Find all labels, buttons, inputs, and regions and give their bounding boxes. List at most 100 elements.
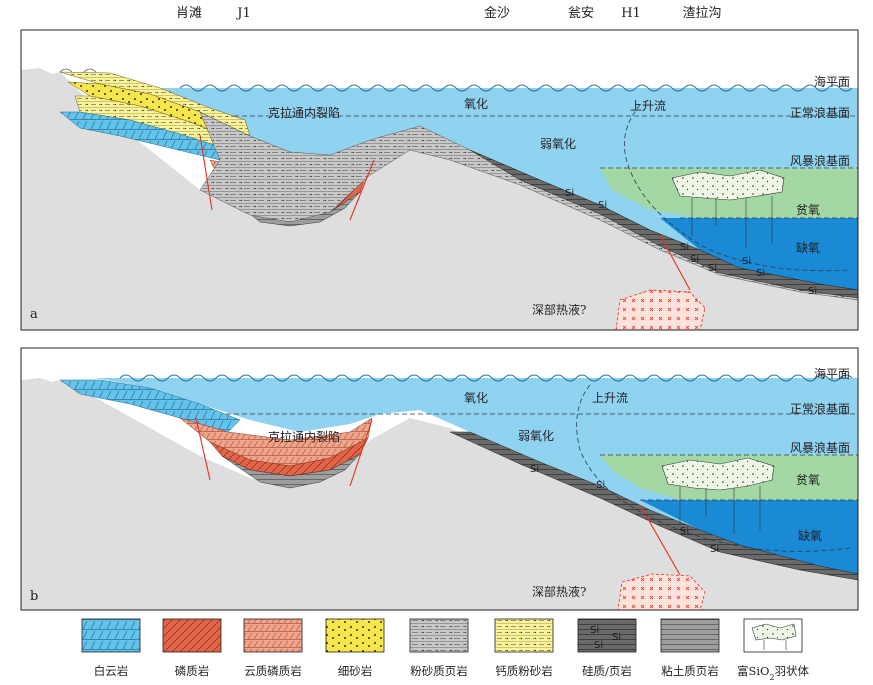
plume-strands (691, 196, 773, 248)
legend-label: 磷质岩 (175, 664, 210, 678)
location-label-jinsha: 金沙 (484, 5, 510, 21)
sea-level-label: 海平面 (814, 366, 850, 381)
normal-wave-base-label: 正常浪基面 (790, 401, 850, 416)
si-mark: Si (808, 286, 817, 297)
si-mark: Si (680, 526, 689, 537)
fault-left (199, 134, 213, 211)
legend-label-part: 富SiO (737, 664, 769, 678)
legend-label: 硅质/页岩 (582, 664, 632, 678)
legend-swatch-phosphorite (162, 618, 222, 653)
fault-slope (639, 504, 681, 576)
hydrothermal-source (617, 573, 706, 610)
layer-siliceous-shale (449, 431, 858, 581)
panel-b-frame (20, 347, 859, 611)
basement (21, 378, 858, 610)
location-label-h1: H1 (621, 6, 641, 21)
legend-swatch-dolo-phosphorite (243, 618, 303, 653)
sio2-plume (671, 169, 785, 201)
storm-wave-base-label: 风暴浪基面 (790, 440, 850, 455)
legend-swatch-clay-shale (660, 618, 720, 653)
si-mark: Si (680, 242, 689, 253)
legend-plume-strands (763, 640, 787, 650)
anoxic-zone (660, 218, 858, 298)
legend-si-mark: Si (590, 625, 599, 636)
fault-right (349, 159, 375, 221)
layer-siliceous-shale (469, 149, 858, 299)
legend-swatch-sandstone (325, 618, 385, 653)
legend-label-subscript: 2 (769, 673, 774, 682)
legend-label: 云质磷质岩 (244, 664, 302, 678)
oxic-label: 氧化 (464, 391, 488, 405)
legend-item: 白云岩 (81, 618, 141, 678)
legend: 白云岩 磷质岩 云质磷质岩 细砂岩 粉砂质页岩 钙质粉砂岩 Si Si Si 硅… (81, 618, 810, 682)
panel-letter-b: b (30, 589, 38, 604)
legend-item: Si Si Si 硅质/页岩 (577, 618, 637, 678)
si-mark: Si (708, 263, 717, 274)
legend-item: 云质磷质岩 (243, 618, 303, 678)
hydrothermal-source (615, 289, 706, 330)
fault-slope (659, 234, 691, 291)
fault-right (349, 419, 373, 487)
si-mark: Si (598, 200, 607, 211)
legend-swatch-calc-siltstone (494, 618, 554, 653)
legend-si-mark: Si (594, 640, 603, 651)
storm-wave-base-label: 风暴浪基面 (790, 153, 850, 168)
layer-dolomite (59, 379, 241, 433)
legend-label: 钙质粉砂岩 (495, 664, 553, 678)
sea-level-line (119, 374, 853, 382)
legend-item: 细砂岩 (325, 618, 385, 678)
legend-item: 钙质粉砂岩 (494, 618, 554, 678)
legend-swatch-dolomite (81, 618, 141, 653)
si-mark: Si (710, 544, 719, 555)
si-mark: Si (690, 254, 699, 265)
legend-item: 磷质岩 (162, 618, 222, 678)
si-mark: Si (596, 480, 605, 491)
si-mark: Si (530, 464, 539, 475)
upwelling-arrow (576, 384, 851, 552)
normal-wave-base-label: 正常浪基面 (790, 105, 850, 120)
anoxic-label: 缺氧 (798, 528, 822, 543)
legend-label: 粘土质页岩 (661, 664, 719, 678)
location-label-xiaotan: 肖滩 (176, 6, 202, 21)
legend-label: 富SiO2羽状体 (737, 664, 810, 682)
rift-label: 克拉通内裂陷 (268, 429, 340, 444)
rift-label: 克拉通内裂陷 (268, 105, 340, 120)
legend-label: 粉砂质页岩 (410, 664, 468, 678)
legend-label: 白云岩 (94, 664, 129, 678)
si-mark: Si (565, 188, 574, 199)
panel-a-frame (20, 29, 859, 331)
panel-a: Si Si Si Si Si Si Si Si 海平面 正常浪基面 风暴浪基面 … (21, 30, 858, 330)
legend-si-mark: Si (612, 632, 621, 643)
location-label-wengan: 瓮安 (568, 6, 594, 21)
legend-item: 粘土质页岩 (660, 618, 720, 678)
anoxic-zone (640, 500, 858, 578)
basement (21, 68, 858, 330)
anoxic-label: 缺氧 (796, 240, 820, 255)
sea-level-label: 海平面 (814, 74, 850, 89)
panel-b: Si Si Si Si 海平面 正常浪基面 风暴浪基面 贫氧 缺氧 克拉通内裂陷… (21, 348, 858, 610)
panel-letter-a: a (30, 307, 38, 322)
legend-swatch-silty-shale (409, 618, 469, 653)
sio2-plume (661, 457, 775, 491)
sea-level-line (179, 84, 853, 92)
sea-water (95, 378, 858, 578)
legend-swatch-sio2-plume (751, 623, 797, 641)
legend-item: 富SiO2羽状体 (737, 618, 810, 682)
layer-clay-shale (221, 453, 361, 489)
legend-label: 细砂岩 (338, 664, 373, 678)
dysoxic-label: 贫氧 (796, 472, 820, 487)
si-mark: Si (756, 268, 765, 279)
weak-oxic-label: 弱氧化 (540, 137, 576, 151)
sea-water (95, 88, 858, 300)
oxic-label: 氧化 (464, 97, 488, 111)
weak-oxic-label: 弱氧化 (518, 429, 554, 443)
location-label-j1: J1 (235, 6, 250, 21)
legend-swatch-siliceous-shale (577, 618, 637, 653)
legend-label-part: 羽状体 (775, 664, 810, 678)
upwelling-label: 上升流 (630, 99, 666, 113)
dysoxic-label: 贫氧 (796, 202, 820, 217)
plume-strands (679, 486, 761, 534)
upwelling-arrow (624, 104, 851, 272)
fault-left (195, 417, 211, 481)
upwelling-label: 上升流 (592, 391, 628, 405)
